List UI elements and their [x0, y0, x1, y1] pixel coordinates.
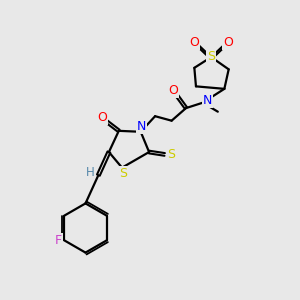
Text: O: O [97, 111, 107, 124]
Text: S: S [167, 148, 175, 161]
Text: H: H [85, 166, 94, 179]
Text: O: O [169, 84, 178, 97]
Text: O: O [223, 36, 233, 49]
Text: F: F [55, 234, 62, 247]
Text: N: N [136, 120, 146, 133]
Text: S: S [207, 50, 215, 63]
Text: S: S [119, 167, 128, 180]
Text: O: O [190, 36, 199, 49]
Text: N: N [203, 94, 212, 107]
